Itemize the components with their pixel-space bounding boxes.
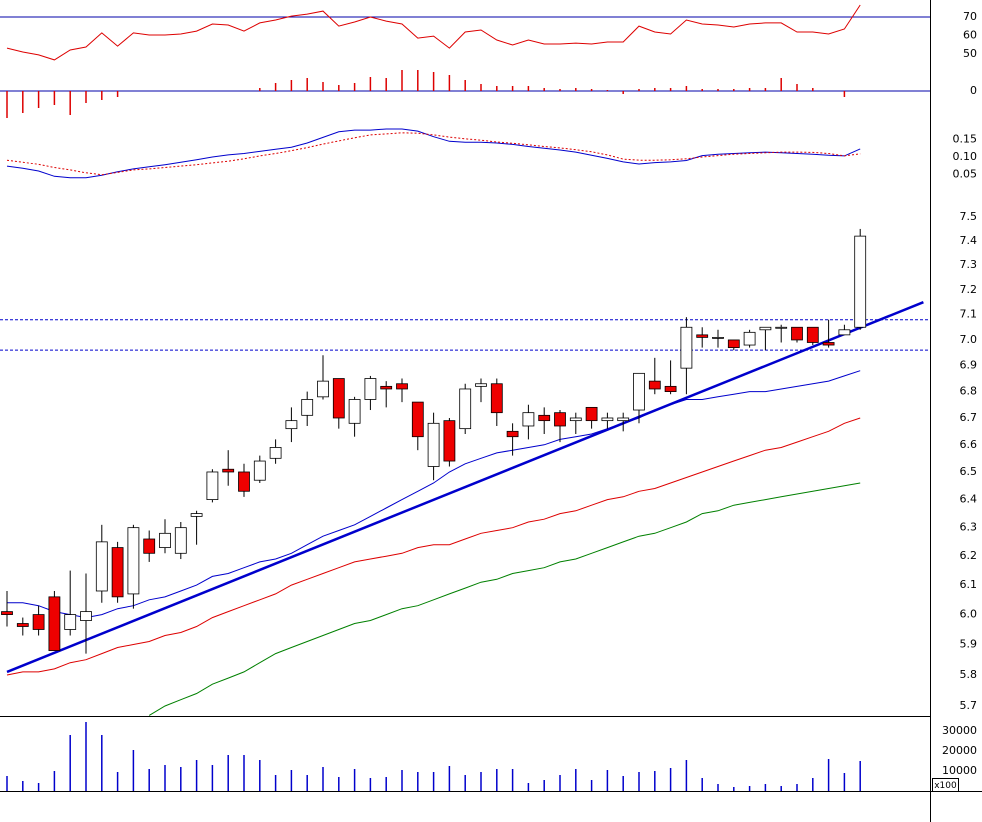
- candle-body: [554, 412, 566, 427]
- candle-body: [64, 614, 77, 630]
- candle-body: [332, 378, 345, 419]
- y-tick-label: 50: [963, 47, 977, 60]
- candle-body: [791, 326, 803, 341]
- candle-body: [490, 383, 503, 414]
- candle-body: [680, 326, 693, 369]
- y-tick-label: 6.1: [960, 578, 978, 591]
- candle-body: [301, 399, 314, 416]
- series-line: [6, 132, 861, 176]
- candle-body: [633, 372, 645, 411]
- marks-layer: [1, 4, 924, 791]
- y-tick-label: 7.1: [960, 308, 978, 321]
- unit-label: x100: [934, 781, 957, 791]
- y-tick-label: 5.8: [960, 668, 978, 681]
- candle-body: [538, 414, 551, 422]
- candle-body: [838, 329, 851, 336]
- y-tick-label: 10000: [942, 764, 977, 777]
- candle-body: [664, 385, 677, 392]
- candle-body: [317, 380, 329, 398]
- y-tick-label: 6.3: [960, 521, 978, 534]
- y-tick-label: 60: [963, 29, 977, 42]
- candle-body: [32, 614, 45, 630]
- y-tick-label: 0.05: [953, 168, 978, 181]
- y-tick-label: 5.7: [960, 699, 978, 712]
- series-line: [7, 370, 861, 619]
- y-tick-label: 6.7: [960, 411, 978, 424]
- candle-body: [206, 471, 219, 500]
- candle-body: [380, 385, 393, 390]
- candle-body: [16, 623, 29, 627]
- candle-body: [1, 611, 13, 615]
- y-tick-label: 0: [970, 84, 977, 97]
- candle-body: [143, 538, 156, 554]
- y-tick-label: 6.0: [960, 608, 978, 621]
- candle-body: [222, 468, 235, 473]
- candle-body: [648, 380, 661, 390]
- candle-body: [475, 383, 487, 387]
- candle-body: [80, 611, 92, 621]
- candle-body: [364, 378, 377, 400]
- y-tick-label: 20000: [942, 744, 977, 757]
- candle-body: [569, 417, 582, 422]
- candle-body: [443, 420, 456, 462]
- candle-body: [174, 527, 187, 554]
- candle-body: [601, 417, 614, 422]
- y-tick-label: 7.2: [960, 283, 978, 296]
- candle-body: [727, 339, 740, 348]
- candle-body: [617, 417, 630, 422]
- y-tick-label: 6.6: [960, 438, 978, 451]
- candle-body: [253, 460, 266, 481]
- candle-body: [459, 388, 472, 430]
- candle-body: [159, 532, 171, 548]
- trendline: [6, 301, 924, 674]
- y-tick-label: 0.15: [953, 133, 978, 146]
- candle-body: [806, 326, 819, 343]
- candle-body: [48, 596, 61, 651]
- y-tick-label: 7.3: [960, 258, 978, 271]
- axis-layer: 50 60 70 0 0.15 0.10 0.05 7.5 7.4 7.3 7.2 7.1 7.0 6.9…: [942, 10, 977, 777]
- candle-body: [411, 401, 424, 438]
- series-line: [6, 417, 861, 676]
- series-line: [6, 4, 861, 61]
- candle-body: [269, 447, 282, 459]
- candle-body: [822, 342, 835, 346]
- candle-body: [95, 541, 108, 592]
- candle-body: [396, 383, 408, 390]
- y-tick-label: 5.9: [960, 638, 978, 651]
- candle-body: [522, 412, 535, 427]
- candle-body: [427, 422, 440, 467]
- y-tick-label: 6.4: [960, 493, 978, 506]
- y-tick-label: 7.5: [960, 210, 978, 223]
- y-tick-label: 30000: [942, 724, 977, 737]
- y-tick-label: 7.4: [960, 234, 978, 247]
- y-tick-label: 6.2: [960, 549, 978, 562]
- candle-body: [696, 334, 709, 338]
- y-tick-label: 0.10: [953, 150, 978, 163]
- unit-box: [932, 778, 959, 792]
- candle-body: [585, 406, 598, 422]
- candle-body: [712, 336, 724, 339]
- candle-body: [348, 399, 361, 424]
- series-line: [6, 128, 861, 179]
- candle-body: [238, 471, 250, 492]
- candle-body: [854, 235, 867, 328]
- y-tick-label: 6.8: [960, 385, 978, 398]
- y-tick-label: 6.5: [960, 465, 978, 478]
- candle-body: [285, 420, 298, 430]
- series-line: [148, 482, 861, 716]
- candle-body: [743, 331, 756, 346]
- candle-body: [506, 430, 519, 438]
- y-tick-label: 70: [963, 10, 977, 23]
- candle-body: [127, 527, 140, 595]
- candle-body: [111, 547, 124, 598]
- y-tick-label: 7.0: [960, 333, 978, 346]
- candle-body: [190, 513, 203, 517]
- candle-body: [775, 326, 788, 329]
- y-tick-label: 6.9: [960, 359, 978, 372]
- candle-body: [759, 326, 772, 331]
